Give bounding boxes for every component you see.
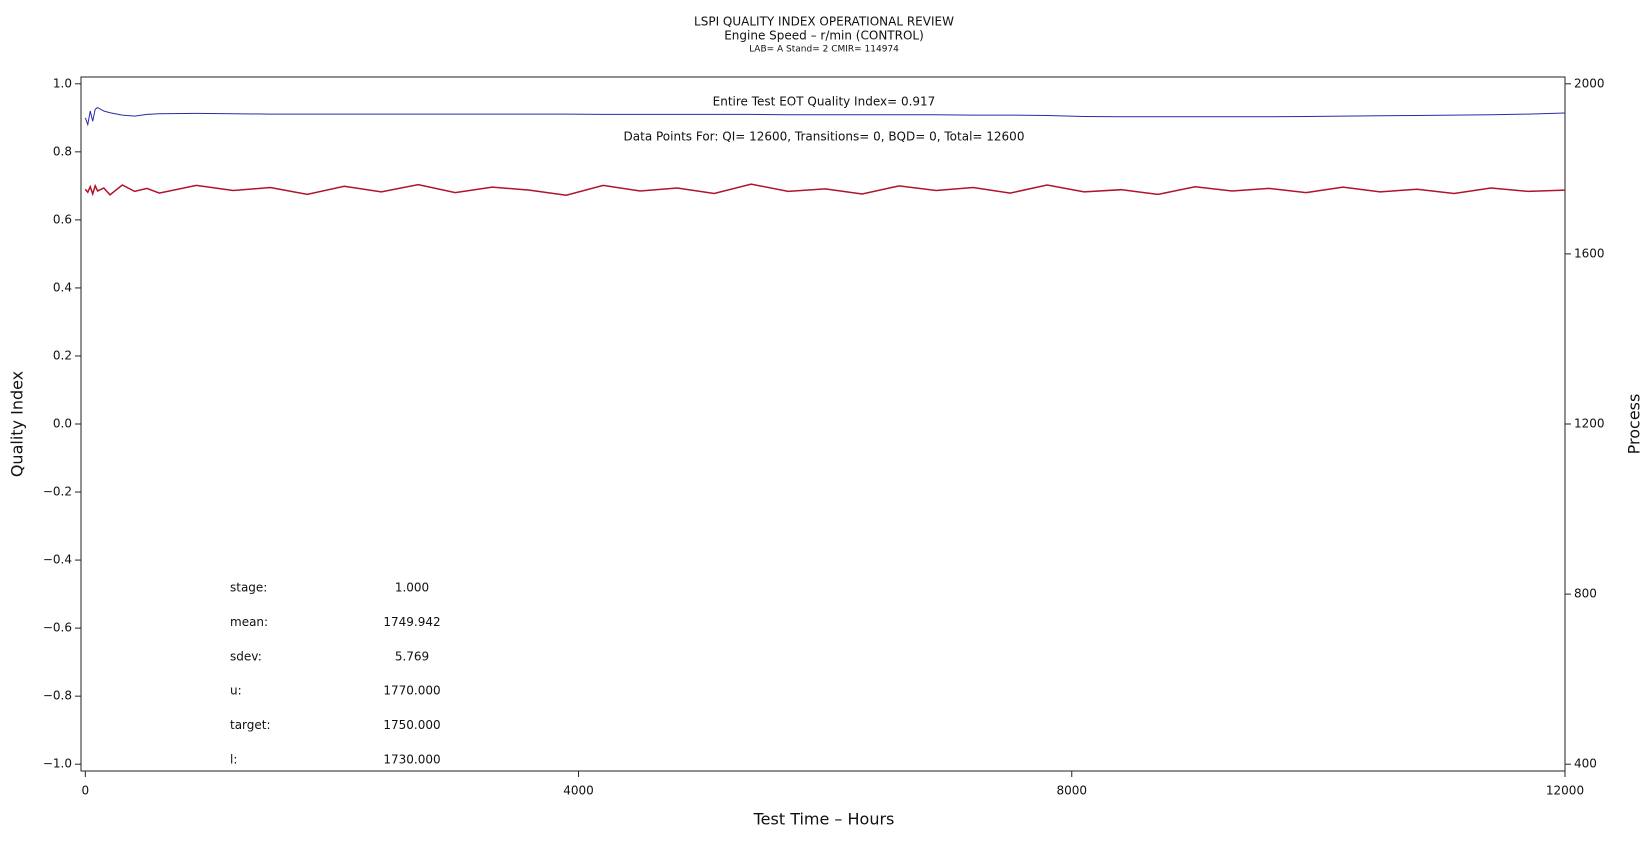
x-tick-label: 4000 (563, 784, 594, 798)
stat-value: 5.769 (395, 649, 429, 663)
y2-tick-label: 800 (1574, 587, 1597, 601)
y-tick-label: 0.0 (53, 417, 72, 431)
y-tick-label: −0.6 (43, 621, 72, 635)
stat-value: 1750.000 (383, 718, 440, 732)
y-tick-label: −0.8 (43, 689, 72, 703)
y-tick-label: −0.4 (43, 553, 72, 567)
y2-tick-label: 1200 (1574, 417, 1605, 431)
plot-frame (80, 76, 1566, 772)
chart-subtitle: Engine Speed – r/min (CONTROL) (724, 29, 924, 43)
y-tick-label: 0.2 (53, 348, 72, 362)
y2-axis-label: Process (1625, 394, 1644, 455)
y-tick-label: −1.0 (43, 757, 72, 771)
y-axis-label: Quality Index (8, 371, 27, 477)
annotation: Entire Test EOT Quality Index= 0.917 (713, 95, 936, 109)
stat-label: sdev: (230, 649, 262, 663)
y-tick-label: −0.2 (43, 485, 72, 499)
stat-label: stage: (230, 581, 267, 595)
y-tick-label: 0.6 (53, 212, 72, 226)
x-tick-label: 8000 (1056, 784, 1087, 798)
chart-title: LSPI QUALITY INDEX OPERATIONAL REVIEW (694, 15, 954, 29)
stat-value: 1730.000 (383, 753, 440, 767)
x-axis-label: Test Time – Hours (753, 810, 895, 829)
annotation: Data Points For: QI= 12600, Transitions=… (624, 130, 1025, 144)
stat-value: 1770.000 (383, 684, 440, 698)
x-tick-label: 12000 (1546, 784, 1584, 798)
y2-tick-label: 400 (1574, 757, 1597, 771)
stat-value: 1.000 (395, 581, 429, 595)
stat-label: target: (230, 718, 271, 732)
y-tick-label: 1.0 (53, 76, 72, 90)
y-tick-label: 0.4 (53, 280, 72, 294)
chart-subtitle: LAB= A Stand= 2 CMIR= 114974 (749, 45, 899, 55)
series-line (84, 107, 1566, 127)
y-tick-label: 0.8 (53, 144, 72, 158)
stat-label: u: (230, 684, 242, 698)
stat-value: 1749.942 (383, 615, 440, 629)
y2-tick-label: 2000 (1574, 76, 1605, 90)
x-tick-label: 0 (81, 784, 89, 798)
series-line (84, 183, 1566, 197)
y2-tick-label: 1600 (1574, 246, 1605, 260)
stat-label: mean: (230, 615, 268, 629)
stat-label: l: (230, 753, 237, 767)
